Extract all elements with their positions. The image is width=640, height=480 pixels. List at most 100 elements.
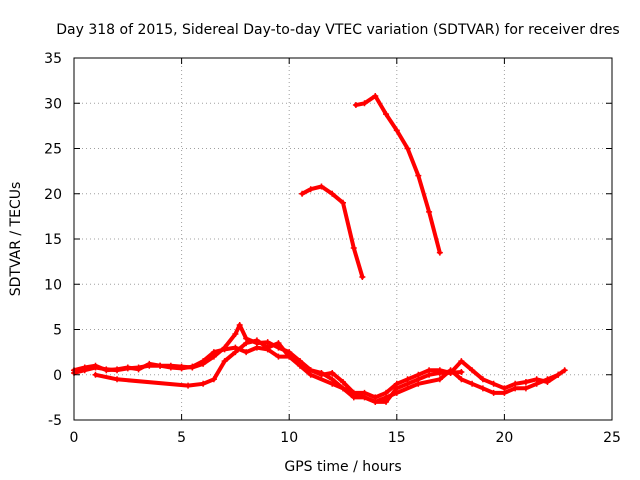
- data-point: [264, 339, 271, 346]
- data-point: [178, 365, 185, 372]
- x-tick-label: 25: [603, 430, 621, 446]
- data-point: [469, 380, 476, 387]
- data-point: [243, 340, 250, 347]
- data-point: [522, 378, 529, 385]
- data-point: [243, 349, 250, 356]
- data-point: [329, 190, 336, 197]
- y-tick-label: 10: [44, 277, 62, 293]
- y-tick-label: 15: [44, 232, 62, 248]
- data-point: [372, 93, 379, 100]
- y-tick-label: 5: [53, 323, 62, 339]
- grid-lines: [74, 58, 612, 420]
- data-point: [501, 389, 508, 396]
- data-point: [275, 353, 282, 360]
- data-point: [307, 371, 314, 378]
- data-series: [71, 93, 568, 405]
- data-point: [469, 367, 476, 374]
- data-point: [275, 340, 282, 347]
- chart-title: Day 318 of 2015, Sidereal Day-to-day VTE…: [56, 22, 619, 38]
- data-point: [383, 111, 390, 118]
- data-point: [236, 321, 243, 328]
- data-point: [253, 337, 260, 344]
- data-point: [299, 190, 306, 197]
- data-point: [447, 367, 454, 374]
- data-point: [479, 376, 486, 383]
- x-tick-label: 20: [495, 430, 513, 446]
- series-trace-c-line: [93, 338, 561, 404]
- data-point: [92, 371, 99, 378]
- data-point: [221, 358, 228, 365]
- data-point: [185, 382, 192, 389]
- data-point: [135, 366, 142, 373]
- data-point: [318, 371, 325, 378]
- data-point: [253, 344, 260, 351]
- data-point: [157, 362, 164, 369]
- data-point: [350, 245, 357, 252]
- data-point: [426, 367, 433, 374]
- y-tick-label: 0: [53, 368, 62, 384]
- data-point: [415, 371, 422, 378]
- data-point: [114, 376, 121, 383]
- y-tick-label: 35: [44, 51, 62, 67]
- y-tick-label: 30: [44, 96, 62, 112]
- data-point: [436, 249, 443, 256]
- data-point: [329, 369, 336, 376]
- data-point: [436, 376, 443, 383]
- data-point: [415, 380, 422, 387]
- data-point: [436, 367, 443, 374]
- x-tick-label: 0: [70, 430, 79, 446]
- data-point: [561, 367, 568, 374]
- data-point: [544, 376, 551, 383]
- data-point: [307, 186, 314, 193]
- data-point: [352, 102, 359, 109]
- data-point: [479, 385, 486, 392]
- data-point: [361, 100, 368, 107]
- data-point: [221, 346, 228, 353]
- data-point: [200, 358, 207, 365]
- data-point: [490, 389, 497, 396]
- data-point: [92, 362, 99, 369]
- data-point: [286, 353, 293, 360]
- x-axis-label: GPS time / hours: [284, 459, 401, 475]
- data-point: [350, 389, 357, 396]
- data-point: [210, 376, 217, 383]
- data-point: [200, 380, 207, 387]
- data-point: [512, 385, 519, 392]
- data-point: [359, 274, 366, 281]
- x-tick-label: 15: [388, 430, 406, 446]
- data-point: [232, 331, 239, 338]
- data-point: [383, 398, 390, 405]
- data-point: [103, 367, 110, 374]
- data-point: [415, 172, 422, 179]
- data-point: [340, 378, 346, 385]
- data-point: [458, 376, 465, 383]
- axis-ticks: 0 5 10 15 20 25 -5 0 5 10 15 20 25 30 35: [44, 51, 621, 446]
- data-point: [426, 208, 433, 215]
- x-tick-label: 10: [280, 430, 298, 446]
- data-point: [383, 389, 390, 396]
- data-point: [555, 371, 562, 378]
- data-point: [490, 380, 497, 387]
- y-tick-label: 25: [44, 142, 62, 158]
- data-point: [167, 364, 174, 371]
- series-trace-d-line: [300, 184, 365, 279]
- data-point: [340, 199, 346, 206]
- x-tick-label: 5: [177, 430, 186, 446]
- data-point: [404, 376, 411, 383]
- data-point: [146, 360, 153, 367]
- y-tick-label: 20: [44, 187, 62, 203]
- data-point: [232, 349, 239, 356]
- data-point: [393, 127, 400, 134]
- data-point: [393, 389, 400, 396]
- data-point: [458, 369, 465, 376]
- data-point: [522, 385, 529, 392]
- data-point: [124, 364, 131, 371]
- data-point: [393, 380, 400, 387]
- y-tick-label: -5: [48, 413, 62, 429]
- data-point: [361, 389, 368, 396]
- y-axis-label: SDTVAR / TECUs: [8, 182, 24, 297]
- data-point: [318, 183, 325, 190]
- data-point: [296, 362, 303, 369]
- data-point: [189, 363, 196, 370]
